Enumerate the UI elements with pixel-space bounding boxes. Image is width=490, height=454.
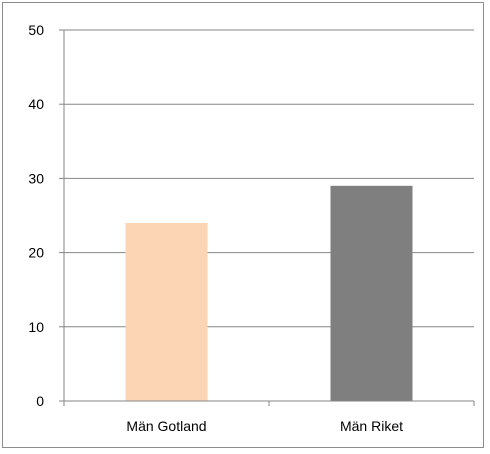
x-category-label: Män Gotland xyxy=(126,418,206,434)
y-tick-label: 20 xyxy=(28,245,44,261)
bar-2 xyxy=(330,185,413,401)
y-tick-label: 10 xyxy=(28,319,44,335)
x-category-label: Män Riket xyxy=(340,418,403,434)
y-tick-label: 0 xyxy=(36,393,44,409)
y-tick-label: 30 xyxy=(28,170,44,186)
bar-1 xyxy=(125,222,208,401)
y-tick-label: 40 xyxy=(28,96,44,112)
y-tick-label: 50 xyxy=(28,22,44,38)
